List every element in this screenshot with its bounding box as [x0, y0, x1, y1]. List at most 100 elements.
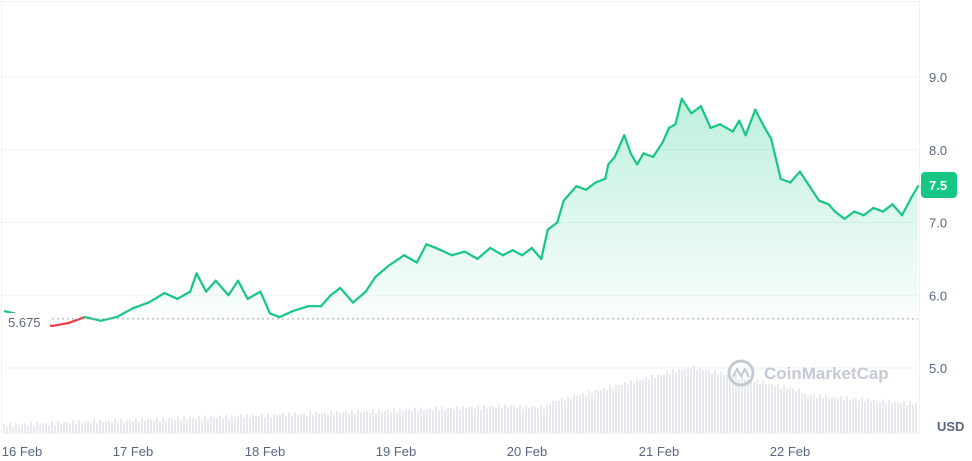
volume-bar: [120, 418, 122, 433]
volume-bar: [390, 411, 392, 433]
volume-bar: [882, 399, 884, 433]
volume-bar: [450, 407, 452, 433]
volume-bar: [519, 405, 521, 433]
volume-bar: [327, 414, 329, 433]
volume-bar: [267, 413, 269, 433]
volume-bar: [468, 407, 470, 433]
volume-bar: [426, 408, 428, 433]
volume-bar: [261, 413, 263, 433]
volume-bar: [75, 424, 77, 433]
volume-bar: [729, 374, 731, 433]
volume-bar: [141, 417, 143, 433]
volume-bar: [27, 425, 29, 433]
volume-bar: [351, 409, 353, 433]
volume-bar: [573, 395, 575, 433]
volume-bar: [330, 410, 332, 433]
price-line-segment: [607, 155, 616, 166]
price-line-segment: [556, 199, 565, 224]
price-line-segment: [881, 203, 894, 213]
price-line-segment: [731, 119, 741, 133]
price-line-segment: [843, 210, 856, 220]
price-line-segment: [833, 210, 846, 220]
volume-bar: [93, 419, 95, 433]
volume-bar: [336, 411, 338, 433]
volume-bar: [501, 408, 503, 433]
volume-bar: [252, 414, 254, 433]
volume-bar: [792, 388, 794, 433]
volume-bar: [825, 394, 827, 433]
volume-bar: [177, 416, 179, 433]
volume-bar: [135, 418, 137, 433]
volume-bar: [99, 419, 101, 433]
volume-bar: [90, 422, 92, 433]
volume-bar: [378, 409, 380, 433]
volume-bar: [693, 365, 695, 433]
volume-bar: [813, 395, 815, 433]
price-line-segment: [329, 286, 342, 297]
volume-bar: [678, 368, 680, 433]
volume-bar: [384, 410, 386, 433]
volume-bar: [9, 422, 11, 433]
volume-bar: [492, 406, 494, 433]
volume-bar: [48, 424, 50, 433]
volume-bar: [138, 421, 140, 433]
price-area: [5, 98, 918, 319]
volume-bar: [6, 426, 8, 433]
volume-bar: [279, 415, 281, 433]
volume-bar: [51, 421, 53, 433]
price-line-segment: [642, 152, 655, 159]
volume-bar: [561, 397, 563, 433]
volume-bar: [78, 420, 80, 433]
volume-bar: [750, 379, 752, 433]
price-line-segment: [862, 206, 875, 217]
volume-bar: [747, 379, 749, 433]
volume-bar: [276, 415, 278, 433]
volume-bar: [777, 383, 779, 433]
volume-bar: [273, 413, 275, 433]
price-line-segment: [680, 97, 693, 115]
volume-bar: [102, 422, 104, 433]
volume-bar: [837, 398, 839, 433]
y-axis: 5.0 6.0 7.0 8.0 9.0: [929, 70, 947, 376]
price-line-segment: [236, 279, 249, 300]
price-line-segment: [667, 123, 677, 130]
price-line-segment: [674, 97, 683, 126]
price-line-segment: [754, 108, 766, 130]
volume-bar: [900, 403, 902, 433]
price-series: [3, 97, 920, 330]
x-tick-label: 17 Feb: [113, 444, 153, 459]
volume-bar: [225, 414, 227, 433]
price-line-segment: [415, 243, 428, 264]
volume-bar: [363, 411, 365, 433]
volume-bar: [645, 377, 647, 433]
volume-bar: [891, 403, 893, 433]
volume-bar: [879, 402, 881, 433]
volume-bar: [339, 413, 341, 433]
volume-bar: [165, 420, 167, 433]
volume-bar: [45, 422, 47, 433]
price-line-segment: [584, 181, 597, 191]
volume-bar: [438, 410, 440, 433]
price-line-segment: [214, 279, 230, 297]
volume-bar: [735, 374, 737, 433]
volume-bar: [315, 411, 317, 433]
volume-bar: [498, 404, 500, 433]
volume-bar: [408, 409, 410, 433]
volume-bar: [864, 401, 866, 433]
coinmarketcap-watermark: CoinMarketCap: [727, 359, 889, 387]
price-line-segment: [562, 185, 578, 202]
volume-bar: [87, 421, 89, 433]
y-tick-label: 9.0: [929, 70, 947, 85]
volume-bar: [594, 390, 596, 433]
volume-bar: [708, 369, 710, 433]
volume-bar: [402, 411, 404, 433]
volume-bar: [465, 408, 467, 433]
volume-bar: [897, 402, 899, 433]
volume-bar: [873, 399, 875, 433]
volume-bar: [816, 397, 818, 433]
volume-bar: [441, 406, 443, 433]
volume-bar: [663, 374, 665, 433]
price-line-segment: [738, 119, 747, 137]
volume-bar: [711, 373, 713, 433]
volume-bar: [876, 400, 878, 433]
